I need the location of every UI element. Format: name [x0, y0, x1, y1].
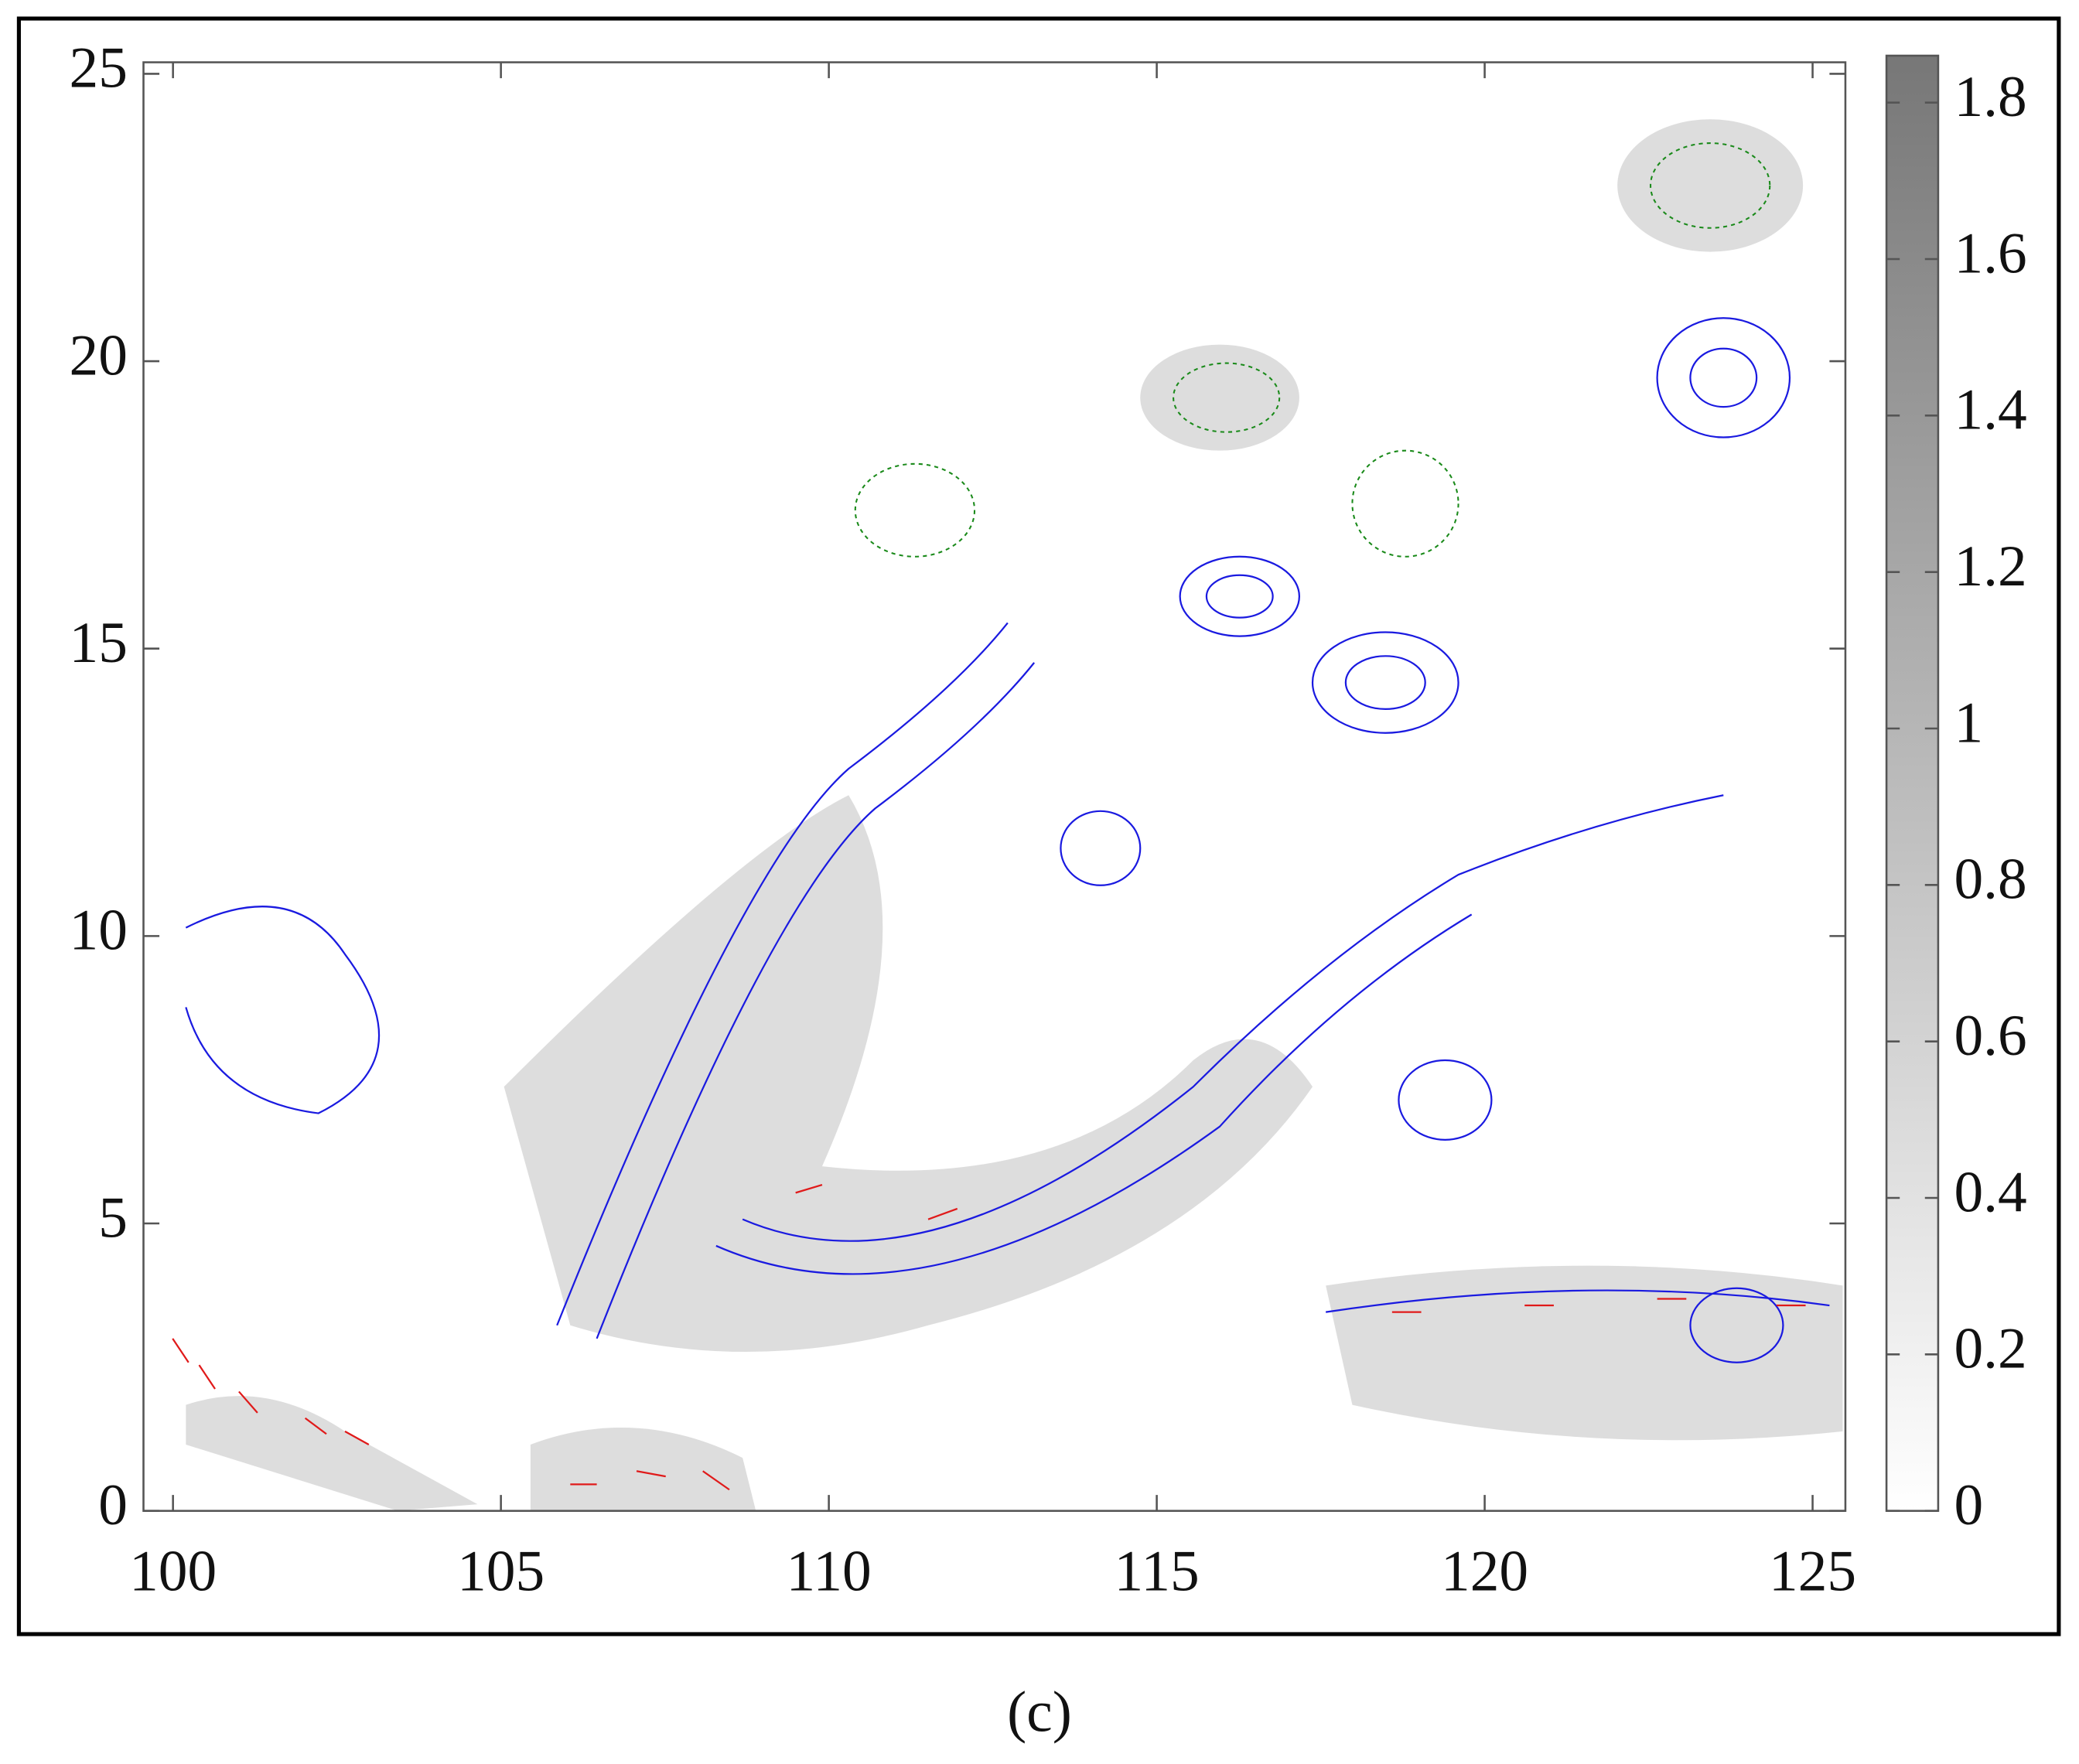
- contour: [715, 913, 1473, 1275]
- contour: [1326, 1289, 1830, 1313]
- shade: [1140, 344, 1299, 451]
- field-illustration: [172, 119, 1843, 1511]
- colorbar-tick-label: 1.2: [1954, 534, 2026, 599]
- shade: [186, 1396, 478, 1511]
- y-tick-label: 15: [70, 611, 128, 675]
- shade: [1326, 1265, 1843, 1441]
- figure-frame: [16, 16, 2061, 1636]
- colorbar-tick-label: 0.8: [1954, 848, 2026, 912]
- colorbar: [1885, 54, 1940, 1512]
- contour: [742, 794, 1724, 1242]
- y-tick-label: 20: [70, 323, 128, 387]
- shade: [504, 795, 1313, 1353]
- contour: [1656, 317, 1791, 438]
- contour: [1398, 1059, 1493, 1141]
- colorbar-tick-label: 1.8: [1954, 65, 2026, 129]
- colorbar-tick-label: 0.4: [1954, 1160, 2026, 1224]
- contour: [596, 662, 1036, 1339]
- plot-frame: [142, 61, 1847, 1512]
- vector: [172, 1184, 1806, 1491]
- x-tick-label: 120: [1441, 1540, 1528, 1604]
- contour: [1311, 631, 1459, 734]
- contour: [1179, 555, 1301, 637]
- x-tick-label: 125: [1769, 1540, 1856, 1604]
- contour: [854, 462, 976, 558]
- contour: [1173, 362, 1281, 433]
- contour: [1650, 142, 1771, 229]
- contour: [1351, 449, 1459, 558]
- colorbar-tick-label: 1.4: [1954, 378, 2026, 442]
- y-tick-label: 10: [70, 899, 128, 963]
- colorbar-tick-label: 1.6: [1954, 221, 2026, 285]
- colorbar-tick-label: 0.6: [1954, 1004, 2026, 1068]
- x-tick-label: 110: [786, 1540, 871, 1604]
- y-tick-label: 0: [98, 1473, 128, 1537]
- contour: [1689, 347, 1758, 408]
- contour: [1060, 810, 1142, 886]
- y-tick-label: 25: [70, 36, 128, 101]
- colorbar-tick-label: 1: [1954, 691, 1983, 755]
- shade: [1617, 119, 1804, 252]
- colorbar-tick-label: 0.2: [1954, 1317, 2026, 1381]
- contour: [1205, 574, 1274, 619]
- colorbar-tick-label: 0: [1954, 1473, 1983, 1537]
- shade: [530, 1427, 756, 1511]
- x-tick-label: 115: [1114, 1540, 1199, 1604]
- caption: (c): [1007, 1680, 1072, 1744]
- contour: [1344, 655, 1426, 710]
- contour: [1689, 1287, 1784, 1363]
- contour: [185, 906, 381, 1114]
- x-tick-label: 100: [129, 1540, 217, 1604]
- y-tick-label: 5: [98, 1186, 128, 1250]
- contour: [556, 622, 1009, 1326]
- x-tick-label: 105: [457, 1540, 544, 1604]
